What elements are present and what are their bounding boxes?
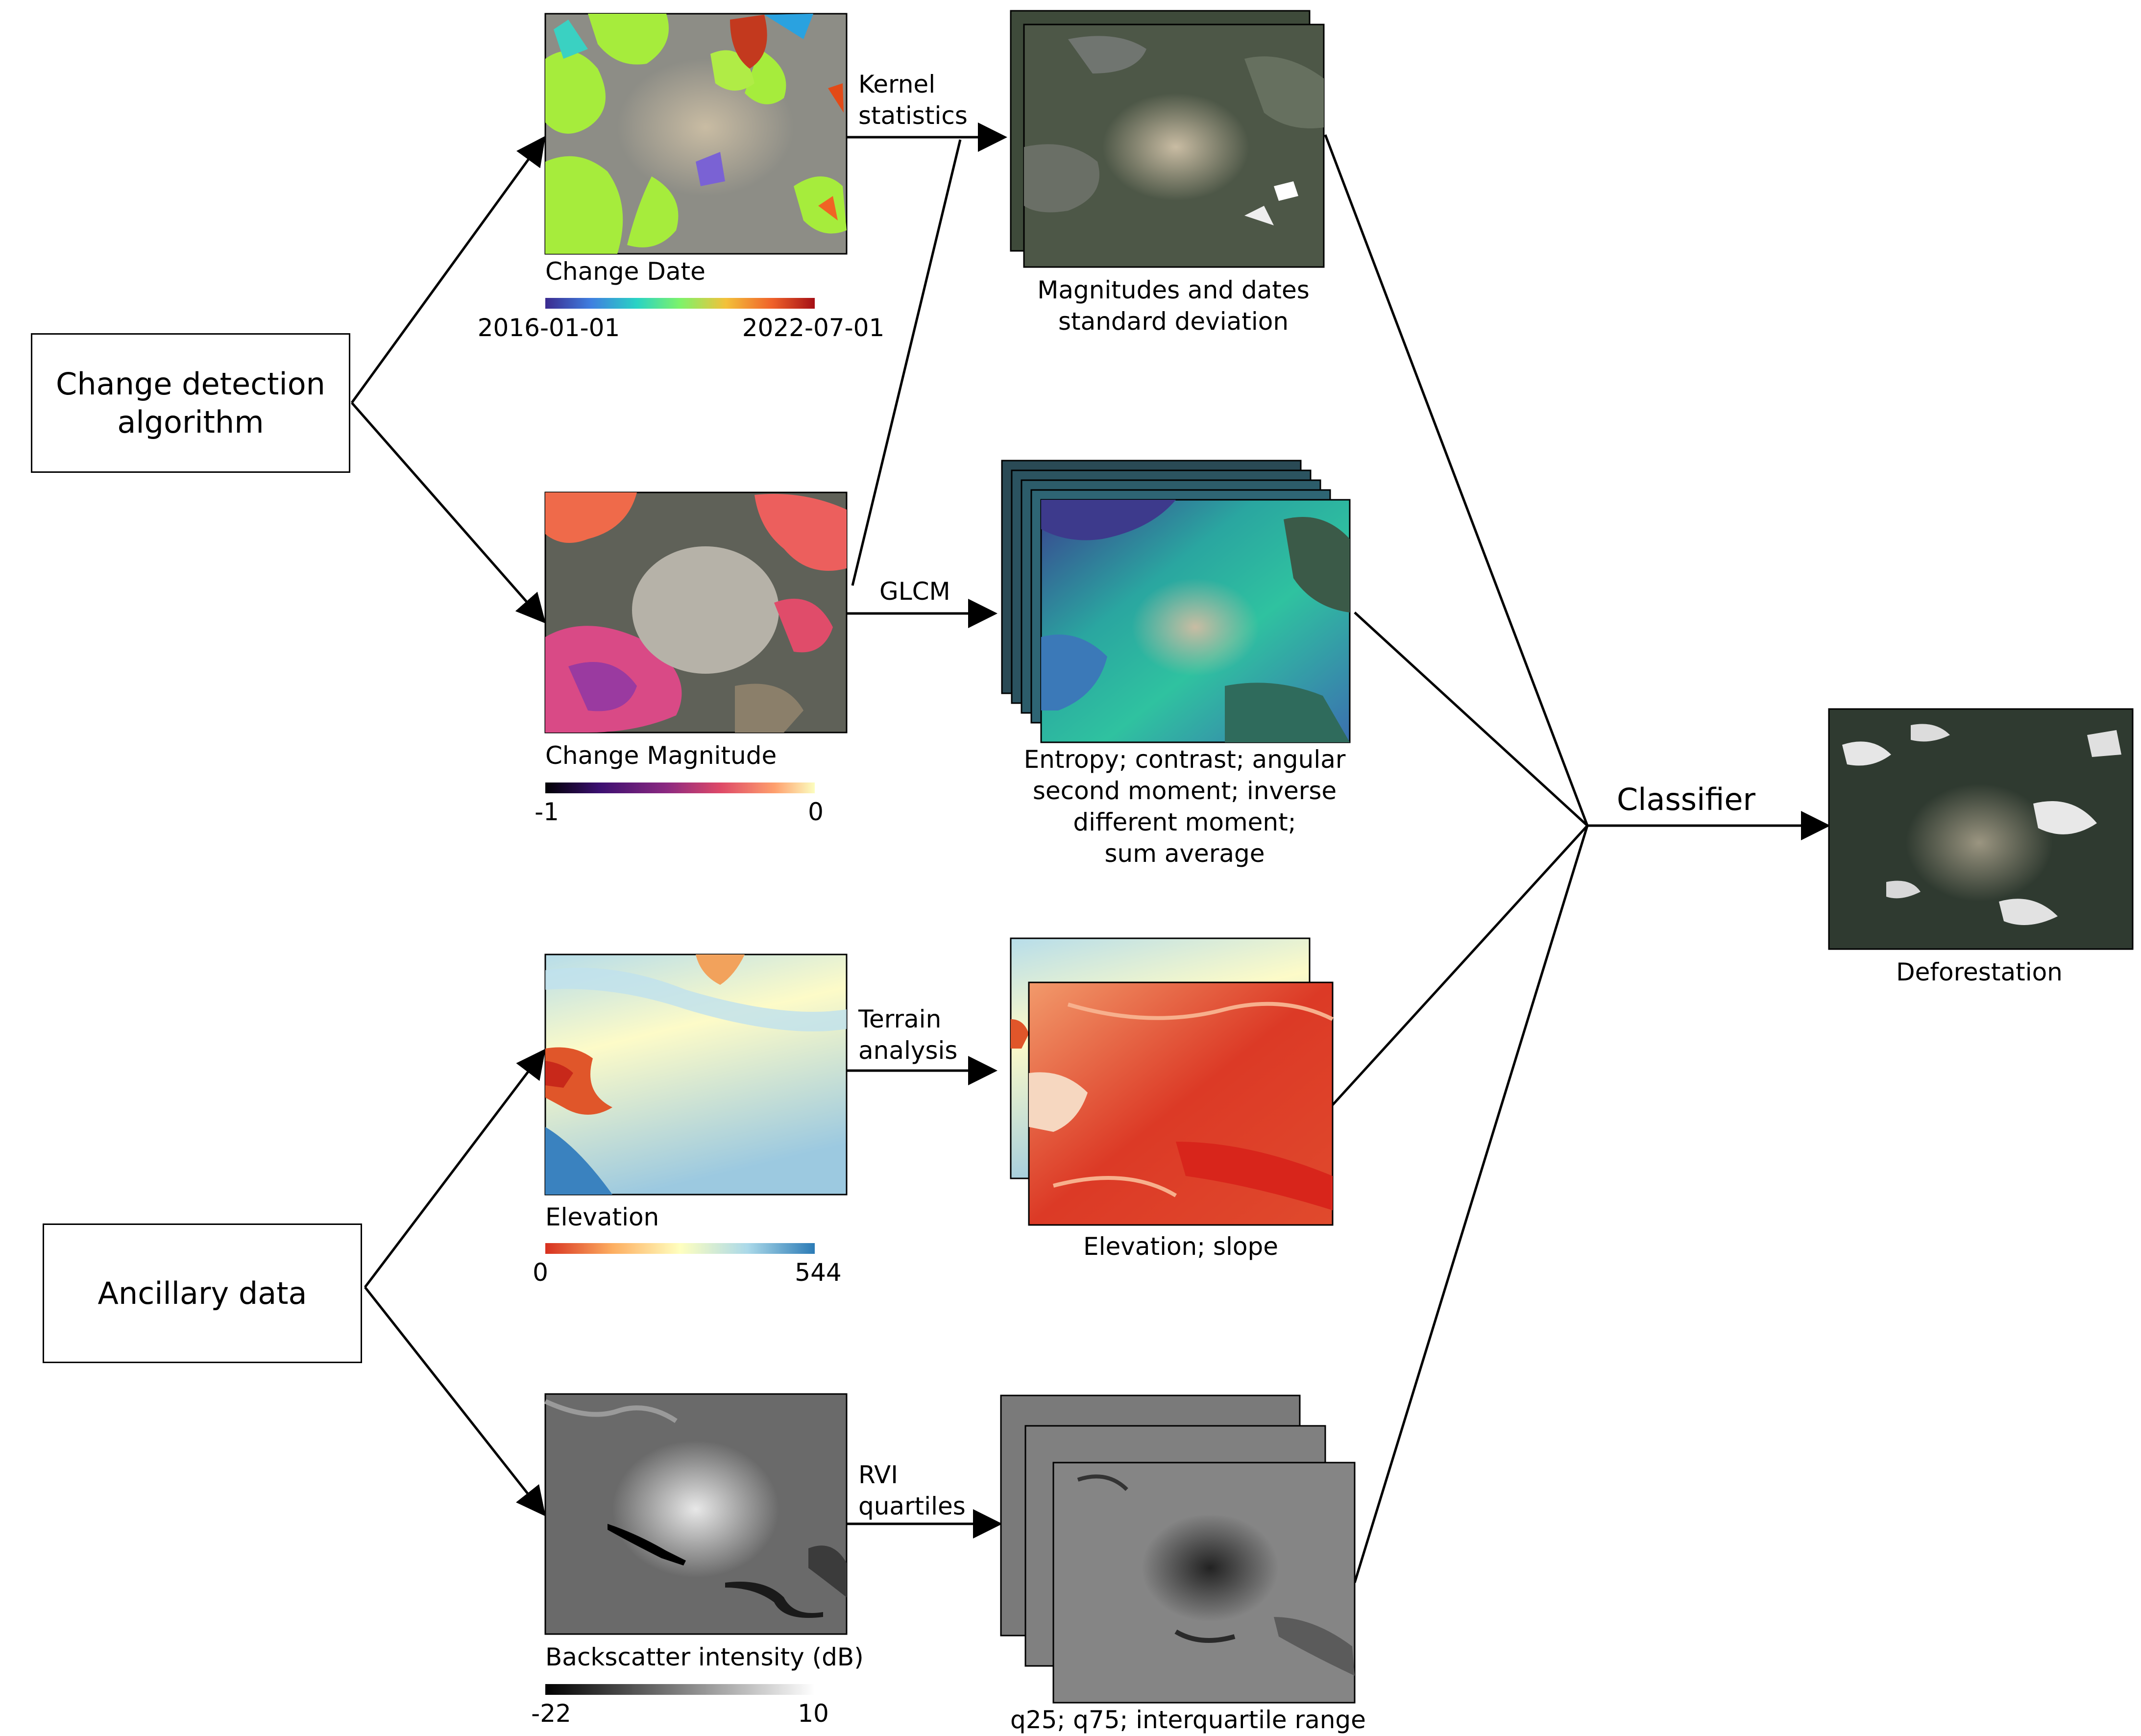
elevation-min: 0: [533, 1258, 548, 1287]
elevation-map: [544, 954, 848, 1196]
change-date-min: 2016-01-01: [477, 314, 620, 342]
arrow-to-change-date: [350, 136, 546, 404]
rvi-stack-caption: q25; q75; interquartile range: [1010, 1706, 1366, 1734]
kernel-statistics-label: Kernel statistics: [858, 70, 968, 130]
line-rvi-to-classifier: [1353, 825, 1589, 1583]
kernel-stack: [1010, 10, 1325, 268]
elevation-caption: Elevation: [545, 1203, 659, 1231]
rvi-stack: [1000, 1394, 1356, 1704]
backscatter-caption: Backscatter intensity (dB): [545, 1643, 864, 1671]
change-detection-label: Change detection algorithm: [56, 366, 325, 440]
arrow-to-backscatter: [364, 1286, 546, 1516]
line-magnitude-to-kernel: [851, 139, 962, 586]
change-magnitude-colorbar: [545, 782, 815, 793]
elevation-colorbar: [545, 1243, 815, 1254]
kernel-stack-caption: Magnitudes and dates standard deviation: [1037, 276, 1310, 336]
change-magnitude-min: -1: [535, 798, 559, 826]
deforestation-caption: Deforestation: [1896, 958, 2063, 986]
rvi-quartiles-label: RVI quartiles: [858, 1461, 966, 1520]
ancillary-data-box: Ancillary data: [43, 1223, 362, 1363]
backscatter-map: [544, 1393, 848, 1635]
ancillary-data-label: Ancillary data: [97, 1275, 307, 1311]
backscatter-max: 10: [798, 1699, 829, 1728]
arrow-to-change-magnitude: [351, 402, 546, 624]
connectors: [350, 122, 1830, 1583]
change-date-colorbar: [545, 298, 815, 309]
line-glcm-to-classifier: [1354, 611, 1588, 827]
change-magnitude-map: [544, 491, 848, 734]
deforestation-map: [1828, 708, 2134, 950]
glcm-stack: [1001, 460, 1351, 743]
glcm-label: GLCM: [879, 577, 950, 606]
line-kernel-to-classifier: [1324, 134, 1589, 826]
elevation-max: 544: [795, 1258, 842, 1287]
backscatter-colorbar: [545, 1684, 815, 1695]
arrow-to-elevation: [364, 1049, 546, 1288]
terrain-stack: [1010, 937, 1334, 1226]
terrain-analysis-label: Terrain analysis: [858, 1005, 958, 1065]
backscatter-min: -22: [531, 1699, 571, 1728]
change-date-map: [544, 13, 848, 255]
terrain-stack-caption: Elevation; slope: [1083, 1232, 1279, 1261]
line-terrain-to-classifier: [1332, 825, 1588, 1106]
change-date-caption: Change Date: [545, 257, 706, 286]
change-magnitude-max: 0: [808, 798, 824, 826]
change-magnitude-caption: Change Magnitude: [545, 741, 777, 770]
glcm-stack-caption: Entropy; contrast; angular second moment…: [1023, 745, 1346, 868]
classifier-label: Classifier: [1617, 782, 1756, 817]
change-date-max: 2022-07-01: [742, 314, 885, 342]
change-detection-box: Change detection algorithm: [31, 333, 350, 473]
